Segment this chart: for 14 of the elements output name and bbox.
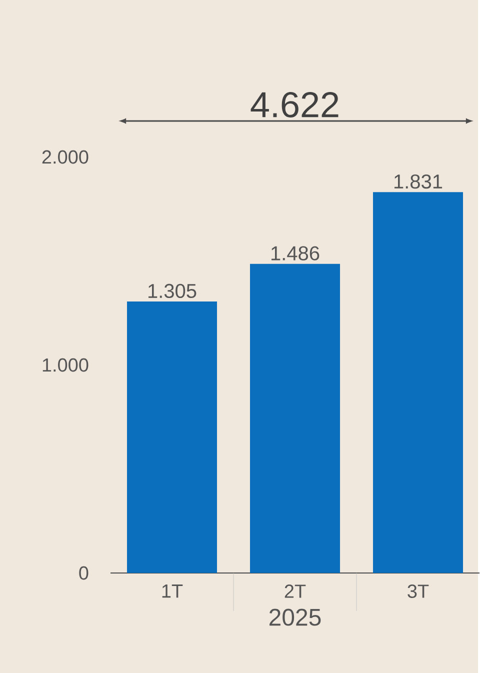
data-label: 1.831	[394, 174, 442, 189]
y-tick-label: 1.000	[42, 358, 88, 372]
bar	[250, 264, 340, 573]
x-tick-label: 3T	[408, 584, 429, 598]
text: 4.622	[250, 92, 338, 118]
bar	[373, 192, 464, 573]
data-label: 1.305	[148, 284, 196, 298]
bar	[127, 302, 217, 573]
x-axis-title: 2025	[270, 608, 321, 626]
x-tick-label: 2T	[284, 584, 306, 598]
data-label: 1.486	[272, 246, 320, 260]
y-tick-label: 0	[79, 566, 88, 580]
x-tick-label: 1T	[162, 584, 183, 598]
y-tick-label: 2.000	[42, 150, 88, 164]
